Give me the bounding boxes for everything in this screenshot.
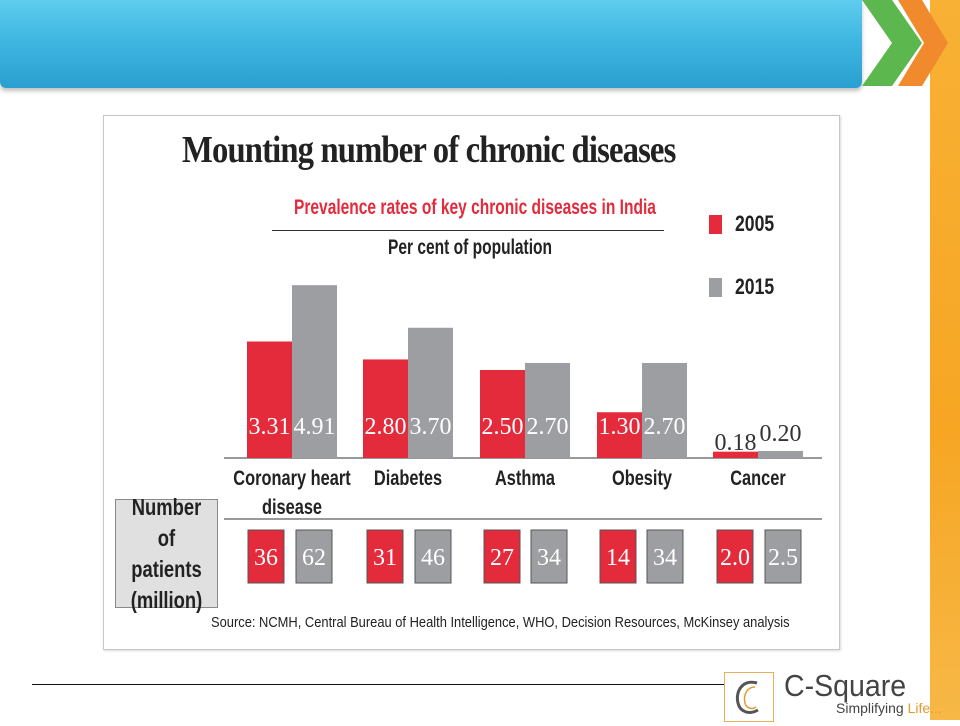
- patients-box-2015-2: [414, 529, 452, 584]
- patients-box-2005-1: [247, 529, 285, 584]
- data-label-2005-1: 3.31: [249, 414, 291, 440]
- data-label-2005-3: 2.50: [482, 414, 524, 440]
- data-label-2015-2: 3.70: [410, 414, 452, 440]
- x-tick-label-2: Diabetes: [374, 466, 442, 489]
- data-label-2005-2: 2.80: [365, 414, 407, 440]
- bar-2005-4: [597, 412, 642, 458]
- bar-2015-3: [525, 362, 570, 458]
- patients-box-2005-4: [599, 529, 637, 584]
- c-square-logo-icon: [724, 672, 774, 722]
- patients-label: Number of patients (million): [130, 493, 203, 613]
- patients-value-2015-3: 34: [537, 545, 561, 571]
- patients-value-2015-4: 34: [653, 545, 677, 571]
- patients-value-2005-3: 27: [490, 545, 514, 571]
- title-banner: [0, 0, 862, 88]
- bar-2005-2: [363, 359, 408, 458]
- chart-subtitle: Prevalence rates of key chronic diseases…: [294, 196, 656, 219]
- patients-box-2015-5: [764, 529, 802, 584]
- side-accent-bar: [930, 0, 960, 720]
- legend-swatch-2015: [709, 277, 722, 297]
- bar-chart: 3.31 4.91 Coronary heart disease 2.80 3.70 Dia…: [224, 285, 822, 584]
- data-label-2015-1: 4.91: [294, 414, 336, 440]
- patients-value-2015-5: 2.5: [768, 545, 798, 571]
- logo-tagline-prefix: Simplifying: [836, 700, 908, 716]
- logo-tagline-highlight: Life...: [907, 700, 942, 716]
- logo-name: C-Square: [784, 668, 907, 703]
- data-label-2005-5: 0.18: [715, 430, 757, 456]
- patients-box-2015-4: [646, 529, 684, 584]
- bar-2005-3: [480, 370, 525, 458]
- bar-2005-1: [247, 341, 292, 458]
- patients-value-2005-1: 36: [254, 545, 278, 571]
- source-note: Source: NCMH, Central Bureau of Health I…: [211, 614, 790, 631]
- logo-tagline: Simplifying Life...: [836, 700, 942, 716]
- chart-title: Mounting number of chronic diseases: [182, 129, 676, 171]
- bar-2015-2: [408, 327, 453, 458]
- bar-2015-4: [642, 362, 687, 458]
- green-chevron-icon: [862, 0, 948, 86]
- x-tick-label-3: Asthma: [495, 466, 556, 489]
- y-axis-label: Per cent of population: [388, 236, 553, 259]
- x-tick-label-1-line-2: disease: [262, 495, 322, 518]
- patients-value-2005-2: 31: [373, 545, 397, 571]
- patients-box-2005-3: [483, 529, 521, 584]
- data-label-2015-3: 2.70: [527, 414, 569, 440]
- patients-box-2015-1: [295, 529, 333, 584]
- patients-value-2005-4: 14: [606, 545, 630, 571]
- legend-item-2005: 2005: [709, 211, 784, 237]
- data-label-2005-4: 1.30: [599, 414, 641, 440]
- x-tick-label-4: Obesity: [612, 466, 673, 489]
- bar-2005-5: [713, 451, 758, 458]
- patients-label-box: Number of patients (million): [115, 494, 218, 613]
- legend-label-2005: 2005: [735, 211, 775, 236]
- patients-value-2015-2: 46: [421, 545, 445, 571]
- data-label-2015-4: 2.70: [644, 414, 686, 440]
- bar-2015-1: [292, 285, 337, 458]
- legend-label-2015: 2015: [735, 274, 775, 299]
- subtitle-rule: [272, 230, 664, 231]
- logo-c-mark-icon: [735, 680, 759, 714]
- x-tick-label-5: Cancer: [730, 466, 786, 489]
- patients-box-2015-3: [530, 529, 568, 584]
- legend-item-2015: 2015: [709, 274, 784, 300]
- bar-2015-5: [758, 450, 803, 458]
- patients-box-2005-5: [716, 529, 754, 584]
- patients-box-2005-2: [366, 529, 404, 584]
- x-tick-label-1-line-1: Coronary heart: [233, 466, 351, 489]
- legend-swatch-2005: [709, 214, 722, 234]
- data-label-2015-5: 0.20: [760, 421, 802, 447]
- footer-rule: [32, 684, 732, 685]
- orange-chevron-icon: [898, 0, 948, 86]
- patients-value-2015-1: 62: [302, 545, 326, 571]
- chart-panel: Mounting number of chronic diseases Prev…: [103, 115, 840, 650]
- patients-value-2005-5: 2.0: [720, 545, 750, 571]
